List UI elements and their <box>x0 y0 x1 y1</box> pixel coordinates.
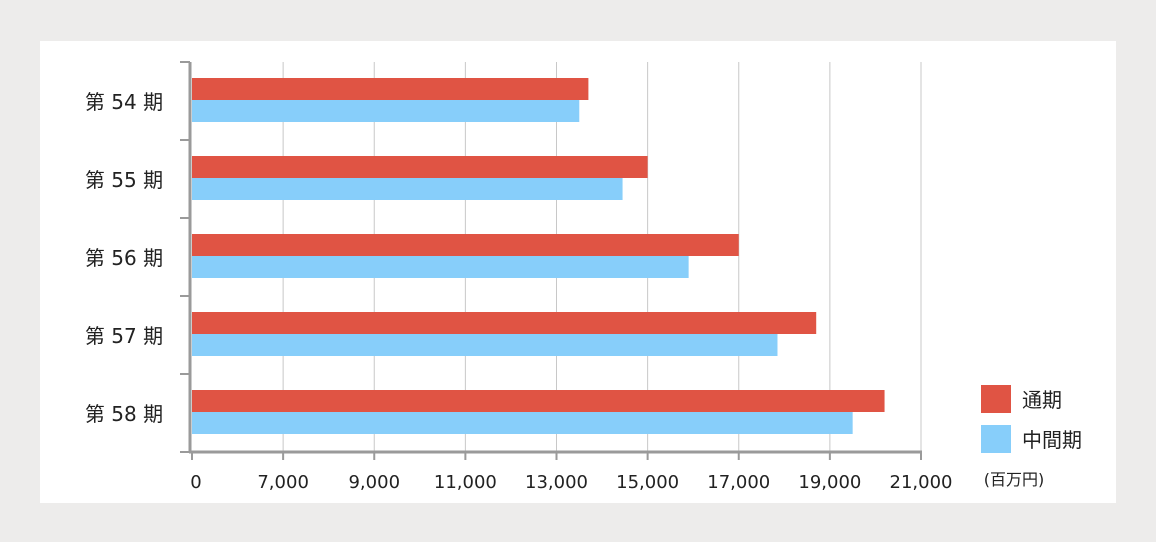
legend-swatch <box>981 385 1011 413</box>
legend-label: 中間期 <box>1022 428 1082 452</box>
x-tick-labels: 0 7,000 9,000 11,000 13,000 15,000 17,000 19,00… <box>190 472 952 493</box>
bar-interim <box>192 334 778 356</box>
y-tick-label: 第 54 期 <box>85 90 163 114</box>
x-tick-label: 19,000 <box>798 472 861 493</box>
x-tick-label: 9,000 <box>348 472 400 493</box>
y-tick-label: 第 58 期 <box>85 402 163 426</box>
x-tick-label: 15,000 <box>616 472 679 493</box>
bar-interim <box>192 178 623 200</box>
y-tick-label: 第 56 期 <box>85 246 163 270</box>
y-tick-labels: 第 54 期第 55 期第 56 期第 57 期第 58 期 <box>85 90 163 426</box>
legend-label: 通期 <box>1022 388 1062 412</box>
bar-full-year <box>192 312 817 334</box>
bar-full-year <box>192 78 589 100</box>
bar-full-year <box>192 390 885 412</box>
x-tick-label: 11,000 <box>434 472 497 493</box>
bar-full-year <box>192 156 648 178</box>
x-tick-label: 13,000 <box>525 472 588 493</box>
x-axis-unit-label: (百万円) <box>984 470 1045 489</box>
legend-swatch <box>981 425 1011 453</box>
bar-full-year <box>192 234 739 256</box>
y-tick-label: 第 55 期 <box>85 168 163 192</box>
axes <box>180 61 922 460</box>
x-tick-label: 0 <box>190 472 201 493</box>
bar-interim <box>192 412 853 434</box>
x-tick-label: 21,000 <box>890 472 953 493</box>
bars <box>192 78 885 434</box>
x-tick-label: 7,000 <box>257 472 309 493</box>
bar-interim <box>192 256 689 278</box>
x-tick-label: 17,000 <box>707 472 770 493</box>
bar-interim <box>192 100 580 122</box>
y-tick-label: 第 57 期 <box>85 324 163 348</box>
